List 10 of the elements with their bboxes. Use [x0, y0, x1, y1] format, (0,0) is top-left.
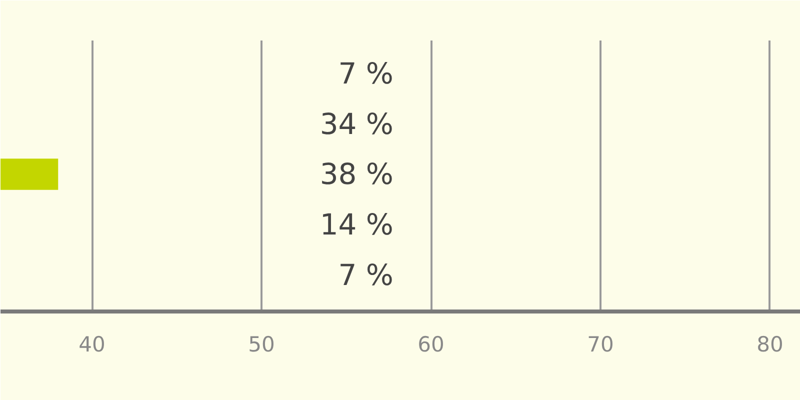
y-tick-label: 38 % — [320, 157, 394, 192]
x-tick-label: 70 — [587, 332, 614, 356]
x-tick-label: 60 — [418, 332, 444, 356]
y-tick-label: 7 % — [338, 56, 394, 90]
y-tick-label: 7 % — [338, 258, 394, 292]
x-tick-label: 40 — [78, 332, 106, 356]
x-tick-label: 50 — [248, 332, 275, 356]
y-tick-label: 34 % — [320, 106, 394, 141]
y-tick-label: 14 % — [320, 208, 394, 242]
x-tick-label: 80 — [756, 332, 784, 356]
